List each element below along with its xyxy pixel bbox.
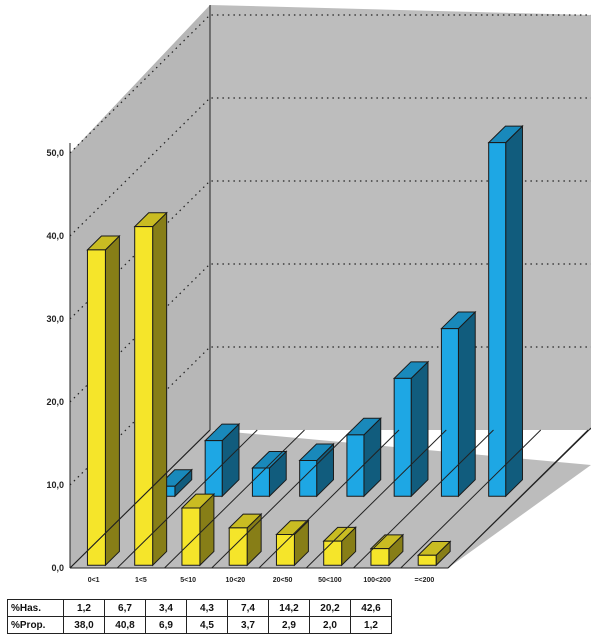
floor-divider bbox=[164, 429, 305, 569]
table-cell: 40,8 bbox=[104, 616, 146, 634]
bar-back-5 bbox=[392, 360, 430, 498]
y-tick-label: 20,0 bbox=[46, 397, 64, 407]
x-tick-label: =<200 bbox=[414, 577, 434, 584]
x-tick-label: 0<1 bbox=[88, 577, 100, 584]
floor-divider bbox=[116, 429, 258, 569]
bar-back-6 bbox=[440, 310, 477, 498]
bar-back-4 bbox=[345, 417, 382, 498]
table-row: %Prop. 38,0 40,8 6,9 4,5 3,7 2,9 2,0 1,2 bbox=[7, 616, 392, 634]
table-cell: 1,2 bbox=[63, 599, 105, 617]
floor-edge-line bbox=[447, 427, 591, 569]
floor-divider bbox=[400, 429, 542, 569]
bar-back-7 bbox=[487, 124, 524, 498]
bar-front-4 bbox=[275, 519, 310, 567]
table-row: %Has. 1,2 6,7 3,4 4,3 7,4 14,2 20,2 42,6 bbox=[7, 599, 392, 617]
bar-front-7 bbox=[416, 540, 452, 567]
table-cell: 4,3 bbox=[186, 599, 228, 617]
back-series-bars bbox=[156, 124, 524, 498]
depth-axis-line bbox=[69, 429, 211, 569]
bar-back-1 bbox=[203, 422, 241, 498]
y-tick-label: 40,0 bbox=[46, 231, 64, 241]
y-tick-label: 10,0 bbox=[46, 480, 64, 490]
table-cell: 3,7 bbox=[227, 616, 269, 634]
x-tick-label: 10<20 bbox=[226, 577, 246, 584]
bar-front-6 bbox=[369, 533, 405, 567]
floor-divider bbox=[305, 429, 447, 569]
table-cell: 42,6 bbox=[350, 599, 392, 617]
x-axis-ticks: 0<1 1<5 5<10 10<20 20<50 50<100 100<200 =<200 bbox=[88, 577, 435, 584]
x-tick-label: 20<50 bbox=[273, 577, 293, 584]
table-cell: 2,0 bbox=[309, 616, 351, 634]
table-cell: 3,4 bbox=[145, 599, 187, 617]
data-table: %Has. 1,2 6,7 3,4 4,3 7,4 14,2 20,2 42,6 %Prop. 38… bbox=[7, 599, 392, 634]
table-cell: 14,2 bbox=[268, 599, 310, 617]
y-tick-label: 30,0 bbox=[46, 314, 64, 324]
x-tick-label: 1<5 bbox=[135, 577, 147, 584]
table-cell: 1,2 bbox=[350, 616, 392, 634]
table-cell: 6,9 bbox=[145, 616, 187, 634]
bar-back-3 bbox=[298, 442, 335, 498]
floor-divider bbox=[258, 429, 400, 569]
bar-front-2 bbox=[180, 492, 216, 567]
y-axis-ticks: 0,0 10,0 20,0 30,0 40,0 50,0 bbox=[46, 148, 64, 573]
x-tick-label: 50<100 bbox=[318, 577, 342, 584]
bar-front-5 bbox=[322, 526, 357, 567]
row-label: %Prop. bbox=[7, 616, 64, 634]
bar-front-0 bbox=[86, 234, 121, 567]
table-cell: 7,4 bbox=[227, 599, 269, 617]
x-tick-label: 100<200 bbox=[363, 577, 391, 584]
bar-front-1 bbox=[133, 211, 168, 567]
table-cell: 38,0 bbox=[63, 616, 105, 634]
bar-back-2 bbox=[251, 450, 288, 498]
chart-frame bbox=[69, 5, 591, 569]
table-cell: 4,5 bbox=[186, 616, 228, 634]
y-tick-label: 50,0 bbox=[46, 148, 64, 158]
row-label: %Has. bbox=[7, 599, 64, 617]
table-cell: 2,9 bbox=[268, 616, 310, 634]
floor-divider bbox=[211, 429, 353, 569]
y-tick-label: 0,0 bbox=[51, 563, 64, 573]
back-wall bbox=[210, 5, 591, 430]
floor-divider bbox=[353, 429, 494, 569]
table-cell: 20,2 bbox=[309, 599, 351, 617]
x-tick-label: 5<10 bbox=[180, 577, 196, 584]
front-series-bars bbox=[86, 211, 452, 567]
table-cell: 6,7 bbox=[104, 599, 146, 617]
